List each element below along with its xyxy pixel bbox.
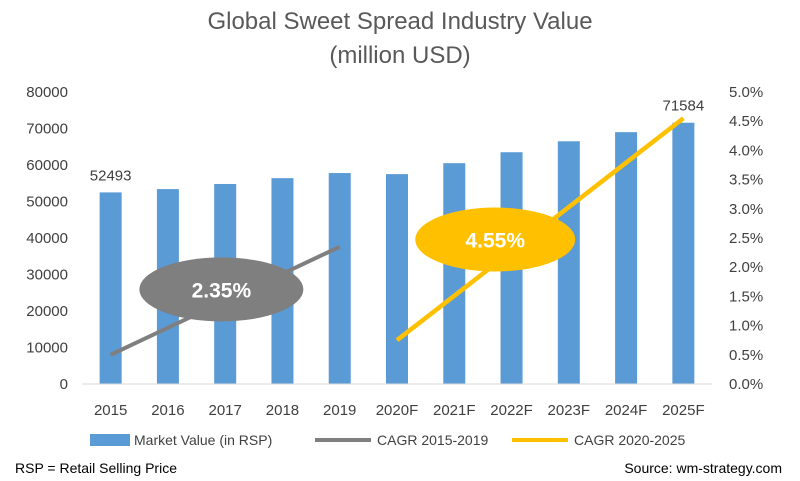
x-tick-label: 2024F <box>605 402 648 419</box>
bar-2024F <box>615 132 638 384</box>
y-right-tick-label: 3.5% <box>729 172 763 189</box>
legend-market-value-swatch <box>90 434 130 446</box>
bar-2023F <box>557 141 580 384</box>
y-right-tick-label: 1.5% <box>729 288 763 305</box>
x-tick-label: 2018 <box>266 402 299 419</box>
data-label: 71584 <box>663 98 705 115</box>
y-right-tick-label: 4.5% <box>729 113 763 130</box>
y-left-tick-label: 40000 <box>26 230 68 247</box>
y-right-tick-label: 4.0% <box>729 142 763 159</box>
source-note: Source: wm-strategy.com <box>624 460 782 476</box>
y-right-tick-label: 2.0% <box>729 259 763 276</box>
y-left-tick-label: 0 <box>60 376 68 393</box>
data-label: 52493 <box>90 167 132 184</box>
y-left-tick-label: 20000 <box>26 303 68 320</box>
legend-cagr-2015-2019-label: CAGR 2015-2019 <box>377 432 489 448</box>
bar-2020F <box>386 174 408 384</box>
y-left-tick-label: 50000 <box>26 194 68 211</box>
y-left-tick-label: 70000 <box>26 121 68 138</box>
bar-2021F <box>443 163 466 384</box>
x-tick-label: 2019 <box>323 402 356 419</box>
y-right-tick-label: 0.0% <box>729 376 763 393</box>
x-tick-label: 2020F <box>376 402 419 419</box>
x-tick-label: 2017 <box>208 402 241 419</box>
bar-2019 <box>328 173 351 384</box>
y-left-tick-label: 60000 <box>26 157 68 174</box>
callout-label: 2.35% <box>192 279 252 302</box>
y-left-tick-label: 80000 <box>26 84 68 101</box>
x-tick-label: 2015 <box>94 402 127 419</box>
y-right-tick-label: 5.0% <box>729 84 763 101</box>
x-tick-label: 2022F <box>490 402 533 419</box>
callout-label: 4.55% <box>465 230 525 253</box>
x-tick-label: 2021F <box>433 402 476 419</box>
bar-2015 <box>99 192 122 384</box>
y-right-tick-label: 2.5% <box>729 230 763 247</box>
legend-cagr-2020-2025-label: CAGR 2020-2025 <box>574 432 686 448</box>
y-left-tick-label: 30000 <box>26 267 68 284</box>
footnote-rsp: RSP = Retail Selling Price <box>15 460 177 476</box>
chart-title: Global Sweet Spread Industry Value <box>207 8 593 35</box>
cagr-2015-2019-callout <box>139 257 304 322</box>
chart-title-unit: (million USD) <box>329 42 471 69</box>
cagr-2020-2025-callout <box>415 207 576 272</box>
bar-2025F <box>672 122 695 385</box>
y-right-tick-label: 1.0% <box>729 318 763 335</box>
x-tick-label: 2025F <box>662 402 705 419</box>
y-right-tick-label: 0.5% <box>729 347 763 364</box>
y-left-tick-label: 10000 <box>26 340 68 357</box>
x-tick-label: 2016 <box>151 402 184 419</box>
x-tick-label: 2023F <box>548 402 591 419</box>
y-right-tick-label: 3.0% <box>729 201 763 218</box>
legend-market-value-label: Market Value (in RSP) <box>134 432 272 448</box>
